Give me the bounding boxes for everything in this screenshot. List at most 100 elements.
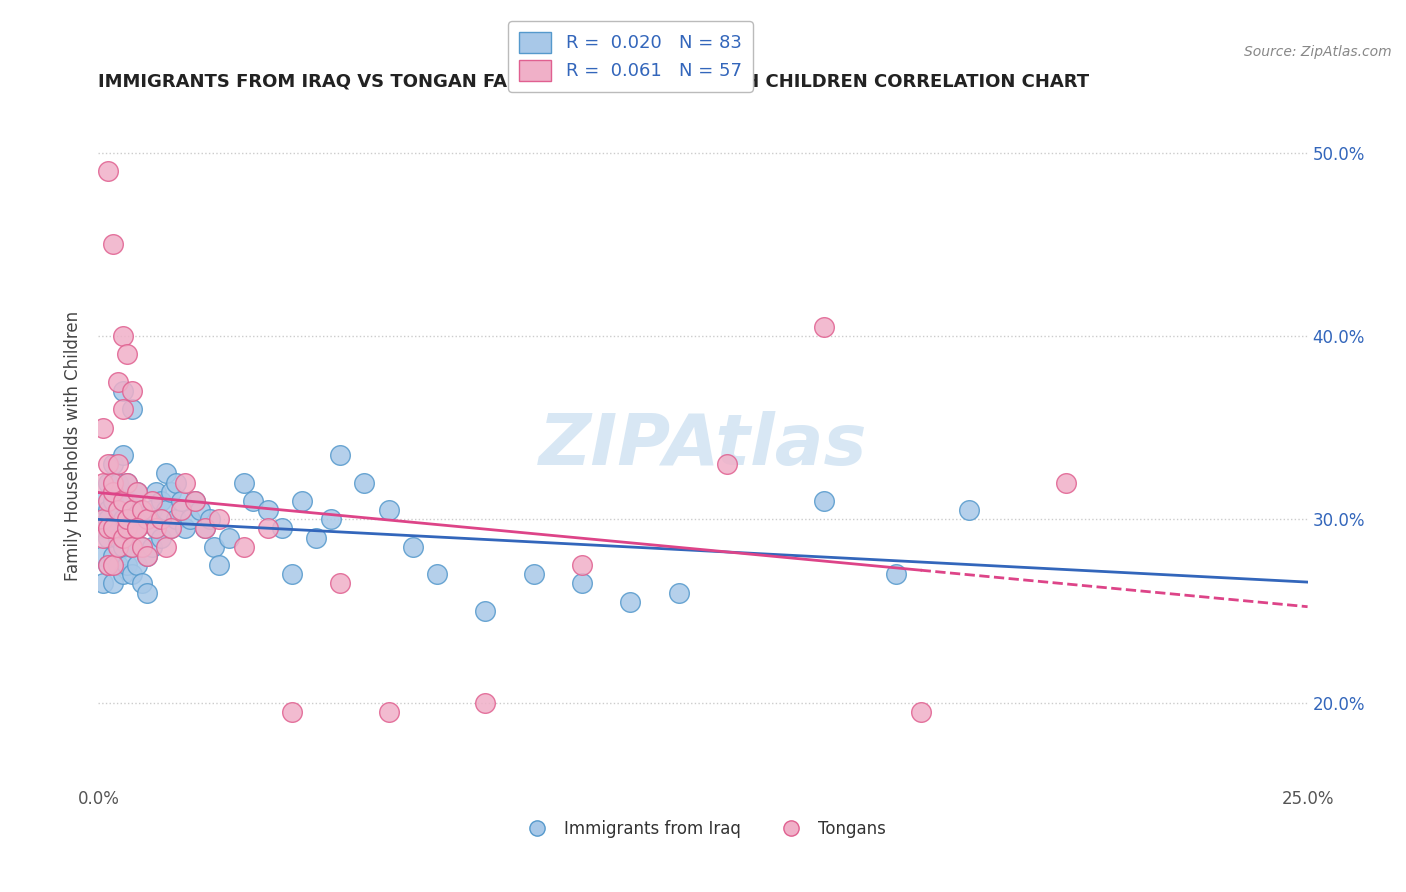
- Point: [117, 512, 139, 526]
- Point: [256, 503, 278, 517]
- Point: [160, 484, 183, 499]
- Point: [135, 549, 157, 563]
- Point: [121, 567, 143, 582]
- Point: [111, 512, 134, 526]
- Text: IMMIGRANTS FROM IRAQ VS TONGAN FAMILY HOUSEHOLDS WITH CHILDREN CORRELATION CHART: IMMIGRANTS FROM IRAQ VS TONGAN FAMILY HO…: [98, 72, 1090, 90]
- Point: [117, 475, 139, 490]
- Point: [111, 531, 134, 545]
- Point: [145, 521, 167, 535]
- Point: [169, 494, 191, 508]
- Point: [91, 475, 114, 490]
- Point: [377, 705, 399, 719]
- Point: [91, 512, 114, 526]
- Point: [107, 503, 129, 517]
- Point: [329, 448, 352, 462]
- Point: [188, 503, 211, 517]
- Point: [97, 531, 120, 545]
- Point: [101, 237, 124, 252]
- Point: [107, 503, 129, 517]
- Point: [117, 475, 139, 490]
- Point: [232, 540, 254, 554]
- Text: ZIPAtlas: ZIPAtlas: [538, 411, 868, 481]
- Point: [101, 521, 124, 535]
- Point: [91, 576, 114, 591]
- Point: [111, 402, 134, 417]
- Point: [131, 503, 153, 517]
- Point: [155, 540, 177, 554]
- Point: [107, 475, 129, 490]
- Point: [127, 484, 149, 499]
- Point: [121, 402, 143, 417]
- Point: [1054, 475, 1077, 490]
- Point: [117, 558, 139, 573]
- Point: [101, 458, 124, 472]
- Point: [198, 512, 221, 526]
- Point: [184, 494, 207, 508]
- Point: [135, 512, 157, 526]
- Point: [281, 567, 304, 582]
- Legend: Immigrants from Iraq, Tongans: Immigrants from Iraq, Tongans: [515, 814, 891, 845]
- Point: [131, 503, 153, 517]
- Point: [174, 475, 197, 490]
- Point: [117, 521, 139, 535]
- Point: [160, 521, 183, 535]
- Point: [97, 494, 120, 508]
- Point: [107, 540, 129, 554]
- Point: [107, 558, 129, 573]
- Point: [256, 521, 278, 535]
- Point: [165, 512, 187, 526]
- Point: [97, 475, 120, 490]
- Point: [141, 494, 163, 508]
- Point: [101, 521, 124, 535]
- Point: [319, 512, 342, 526]
- Point: [121, 540, 143, 554]
- Point: [121, 503, 143, 517]
- Point: [141, 503, 163, 517]
- Point: [571, 558, 593, 573]
- Point: [668, 585, 690, 599]
- Point: [305, 531, 328, 545]
- Point: [281, 705, 304, 719]
- Point: [145, 484, 167, 499]
- Point: [194, 521, 217, 535]
- Point: [107, 458, 129, 472]
- Point: [111, 448, 134, 462]
- Point: [127, 558, 149, 573]
- Point: [426, 567, 449, 582]
- Point: [111, 494, 134, 508]
- Point: [97, 558, 120, 573]
- Point: [165, 475, 187, 490]
- Point: [135, 549, 157, 563]
- Point: [184, 494, 207, 508]
- Point: [169, 503, 191, 517]
- Point: [208, 558, 231, 573]
- Point: [121, 384, 143, 398]
- Point: [141, 540, 163, 554]
- Point: [121, 503, 143, 517]
- Point: [101, 549, 124, 563]
- Point: [377, 503, 399, 517]
- Y-axis label: Family Households with Children: Family Households with Children: [65, 311, 83, 581]
- Point: [97, 164, 120, 178]
- Point: [813, 319, 835, 334]
- Point: [97, 458, 120, 472]
- Point: [91, 549, 114, 563]
- Point: [127, 521, 149, 535]
- Point: [121, 540, 143, 554]
- Point: [910, 705, 932, 719]
- Point: [111, 567, 134, 582]
- Point: [111, 540, 134, 554]
- Point: [150, 512, 173, 526]
- Point: [131, 576, 153, 591]
- Point: [91, 531, 114, 545]
- Point: [111, 329, 134, 343]
- Point: [117, 521, 139, 535]
- Point: [353, 475, 375, 490]
- Point: [716, 458, 738, 472]
- Point: [117, 494, 139, 508]
- Point: [135, 512, 157, 526]
- Point: [290, 494, 312, 508]
- Point: [208, 512, 231, 526]
- Point: [523, 567, 546, 582]
- Point: [127, 521, 149, 535]
